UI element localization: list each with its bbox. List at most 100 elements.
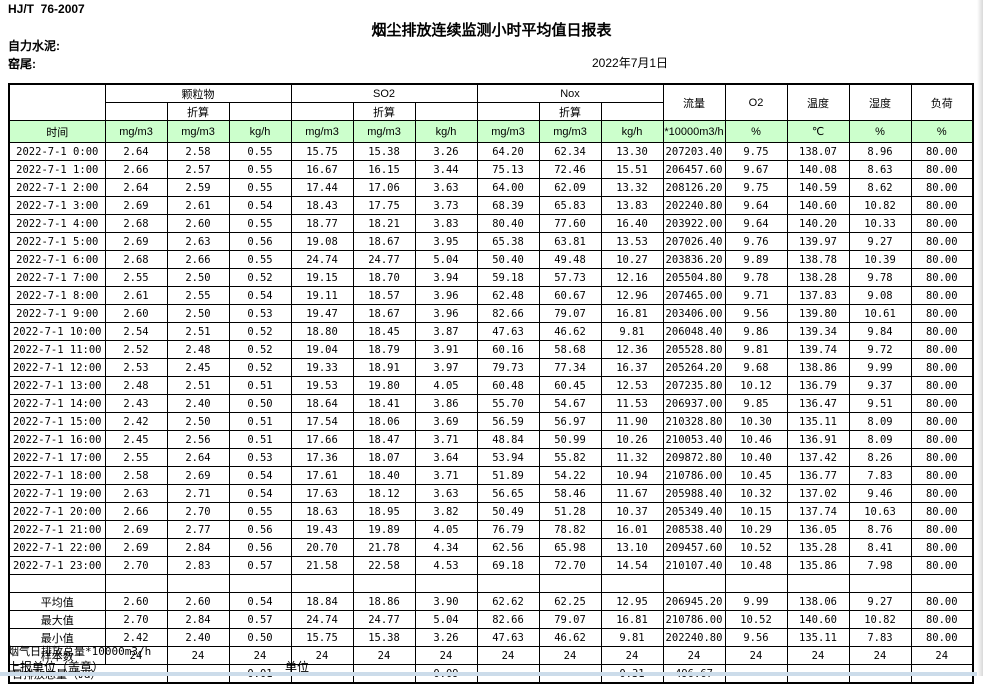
value-cell: 18.45 (352, 322, 416, 341)
value-cell: 15.51 (600, 160, 664, 179)
value-cell: 0.50 (228, 628, 292, 647)
value-cell: 203922.00 (662, 214, 726, 233)
value-cell: 9.78 (724, 268, 788, 287)
value-cell: 3.94 (414, 268, 478, 287)
value-cell: 209872.80 (662, 448, 726, 467)
value-cell: 80.00 (910, 430, 974, 449)
value-cell: 58.68 (538, 340, 602, 359)
value-cell: 0.51 (228, 376, 292, 395)
value-cell: 18.12 (352, 484, 416, 503)
value-cell: 24.74 (290, 610, 354, 629)
value-cell: 0.52 (228, 340, 292, 359)
time-cell: 2022-7-1 0:00 (8, 142, 106, 161)
header-time: 时间 (8, 120, 106, 143)
value-cell: 4.53 (414, 556, 478, 575)
value-cell: 2.60 (166, 592, 230, 611)
value-cell: 80.00 (910, 160, 974, 179)
value-cell: 16.37 (600, 358, 664, 377)
header-group-nox: Nox (476, 83, 664, 103)
value-cell: 10.12 (724, 376, 788, 395)
header-humidity: 湿度 (848, 83, 912, 121)
value-cell: 65.38 (476, 232, 540, 251)
value-cell: 10.29 (724, 520, 788, 539)
value-cell: 2.64 (104, 142, 168, 161)
value-cell: 62.62 (476, 592, 540, 611)
value-cell: 9.67 (724, 160, 788, 179)
value-cell: 24.77 (352, 610, 416, 629)
value-cell: 2.70 (166, 502, 230, 521)
value-cell: 15.38 (352, 628, 416, 647)
value-cell: 5.04 (414, 250, 478, 269)
value-cell: 80.00 (910, 556, 974, 575)
value-cell: 48.84 (476, 430, 540, 449)
value-cell: 15.75 (290, 142, 354, 161)
value-cell: 9.86 (724, 322, 788, 341)
value-cell: 13.10 (600, 538, 664, 557)
value-cell: 10.48 (724, 556, 788, 575)
unit-label: 单位 (285, 660, 310, 674)
value-cell: 3.69 (414, 412, 478, 431)
value-cell: 22.58 (352, 556, 416, 575)
value-cell: 9.08 (848, 286, 912, 305)
value-cell: 2.48 (166, 340, 230, 359)
value-cell: 2.69 (166, 466, 230, 485)
value-cell: 72.70 (538, 556, 602, 575)
value-cell: 15.38 (352, 142, 416, 161)
value-cell: 2.58 (166, 142, 230, 161)
value-cell: 0.55 (228, 250, 292, 269)
value-cell: 3.71 (414, 430, 478, 449)
value-cell: 17.36 (290, 448, 354, 467)
empty-cell (104, 574, 168, 593)
value-cell: 2.66 (104, 502, 168, 521)
value-cell: 80.00 (910, 214, 974, 233)
value-cell: 2.69 (104, 520, 168, 539)
value-cell: 62.34 (538, 142, 602, 161)
unit-cell: mg/m3 (104, 120, 168, 143)
value-cell: 80.00 (910, 376, 974, 395)
value-cell: 8.63 (848, 160, 912, 179)
value-cell: 3.63 (414, 178, 478, 197)
value-cell: 0.55 (228, 160, 292, 179)
value-cell: 138.78 (786, 250, 850, 269)
value-cell: 137.02 (786, 484, 850, 503)
value-cell: 19.47 (290, 304, 354, 323)
value-cell: 3.83 (414, 214, 478, 233)
value-cell: 62.56 (476, 538, 540, 557)
value-cell: 2.60 (104, 592, 168, 611)
value-cell: 206937.00 (662, 394, 726, 413)
value-cell: 202240.80 (662, 628, 726, 647)
value-cell: 21.58 (290, 556, 354, 575)
value-cell: 18.40 (352, 466, 416, 485)
value-cell: 2.55 (166, 286, 230, 305)
value-cell: 2.55 (104, 448, 168, 467)
value-cell: 2.40 (166, 628, 230, 647)
header-converted-pm: 折算 (166, 102, 230, 121)
value-cell: 210786.00 (662, 610, 726, 629)
value-cell: 16.15 (352, 160, 416, 179)
value-cell: 64.00 (476, 178, 540, 197)
value-cell: 53.94 (476, 448, 540, 467)
value-cell: 18.64 (290, 394, 354, 413)
value-cell: 24 (166, 646, 230, 665)
empty-cell (724, 574, 788, 593)
value-cell: 24.74 (290, 250, 354, 269)
table-row: 2022-7-1 13:00 2.48 2.51 0.51 19.53 19.80 4.05… (8, 376, 974, 395)
value-cell: 18.47 (352, 430, 416, 449)
value-cell: 24 (910, 646, 974, 665)
value-cell: 12.96 (600, 286, 664, 305)
value-cell: 210053.40 (662, 430, 726, 449)
value-cell: 138.06 (786, 592, 850, 611)
value-cell: 9.56 (724, 304, 788, 323)
unit-cell: mg/m3 (166, 120, 230, 143)
value-cell: 63.81 (538, 232, 602, 251)
value-cell: 136.05 (786, 520, 850, 539)
time-cell: 2022-7-1 4:00 (8, 214, 106, 233)
value-cell: 9.68 (724, 358, 788, 377)
value-cell: 72.46 (538, 160, 602, 179)
value-cell: 18.79 (352, 340, 416, 359)
value-cell: 11.32 (600, 448, 664, 467)
value-cell: 10.82 (848, 196, 912, 215)
sub-empty (290, 102, 354, 121)
value-cell: 10.30 (724, 412, 788, 431)
time-cell: 2022-7-1 19:00 (8, 484, 106, 503)
